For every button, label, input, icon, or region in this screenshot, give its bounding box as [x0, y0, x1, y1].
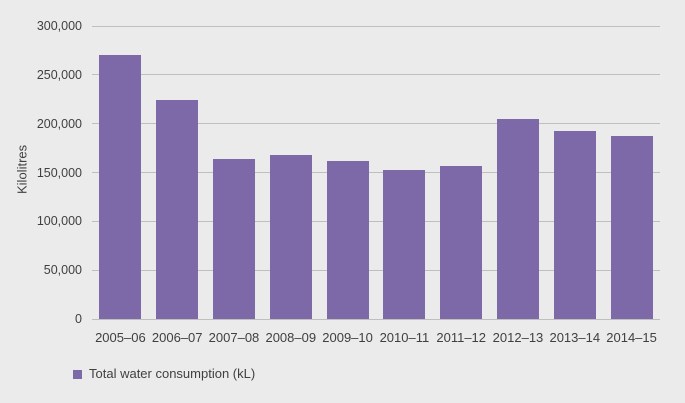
bar-2014-15	[610, 136, 653, 319]
plot-area	[92, 25, 660, 320]
x-tick-label: 2005–06	[95, 330, 146, 345]
x-tick-label: 2012–13	[492, 330, 544, 345]
x-tick-label: 2014–15	[606, 330, 657, 345]
x-tick-label: 2008–09	[265, 330, 317, 345]
bar-2010-11	[383, 169, 426, 319]
gridline	[92, 318, 660, 320]
y-tick-label: 100,000	[36, 214, 82, 229]
bar-2013-14	[553, 131, 596, 319]
gridline	[92, 269, 660, 271]
y-axis-tick-labels: 0 50,000 100,000 150,000 200,000 250,000 300,0…	[0, 0, 82, 403]
y-tick-label: 250,000	[36, 67, 82, 82]
y-tick-label: 200,000	[36, 116, 82, 131]
bar-2006-07	[156, 100, 199, 319]
x-tick-label: 2011–12	[436, 330, 487, 345]
legend: Total water consumption (kL)	[73, 366, 255, 382]
bar-2007-08	[213, 158, 255, 319]
gridline	[92, 123, 660, 125]
y-tick-label: 50,000	[43, 263, 82, 278]
x-tick-label: 2007–08	[208, 330, 260, 345]
y-tick-label: 150,000	[36, 165, 82, 180]
gridline	[92, 220, 660, 222]
x-tick-label: 2009–10	[322, 330, 373, 345]
gridline	[92, 25, 660, 27]
bar-2009-10	[326, 160, 369, 319]
gridline	[92, 74, 660, 76]
legend-label: Total water consumption (kL)	[89, 366, 256, 381]
x-tick-label: 2010–11	[379, 330, 430, 345]
x-axis-tick-labels: 2005–06 2006–07 2007–08 2008–09 2009–10 2010–…	[92, 330, 660, 348]
gridline	[92, 172, 660, 173]
bar-2011-12	[440, 165, 483, 319]
y-tick-label: 300,000	[36, 19, 82, 33]
bar-2008-09	[269, 154, 312, 319]
y-tick-label: 0	[75, 312, 82, 326]
x-tick-label: 2013–14	[549, 330, 601, 345]
legend-swatch-icon	[73, 369, 82, 379]
bar-2012-13	[497, 118, 539, 319]
bar-2005-06	[99, 55, 142, 319]
x-tick-label: 2006–07	[151, 330, 203, 345]
